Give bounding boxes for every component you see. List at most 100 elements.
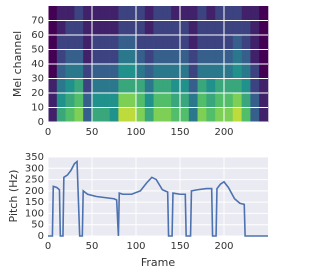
- heatmap-cell: [109, 107, 119, 123]
- heatmap-cell: [197, 93, 207, 108]
- heatmap-cell: [100, 107, 110, 123]
- heatmap-cell: [232, 107, 242, 123]
- x-tick-label: 150: [170, 241, 189, 252]
- heatmap-cell: [215, 49, 225, 65]
- heatmap-cell: [127, 49, 137, 65]
- heatmap-cell: [92, 93, 102, 108]
- heatmap-cell: [153, 107, 163, 123]
- plot-background: [48, 157, 268, 236]
- heatmap-cell: [118, 93, 128, 108]
- y-tick-label: 100: [25, 208, 44, 219]
- heatmap-cell: [118, 49, 128, 65]
- heatmap-cell: [259, 78, 269, 94]
- y-tick-label: 200: [25, 186, 44, 197]
- heatmap-cell: [171, 93, 181, 108]
- heatmap-cell: [118, 64, 128, 79]
- heatmap-cell: [144, 78, 154, 94]
- heatmap-cell: [215, 64, 225, 79]
- heatmap-cell: [136, 6, 146, 21]
- x-tick-label: 0: [45, 241, 51, 252]
- heatmap-cell: [65, 107, 75, 123]
- heatmap-cell: [56, 20, 66, 36]
- heatmap-cell: [118, 20, 128, 36]
- y-axis-label: Pitch (Hz): [7, 170, 20, 223]
- heatmap-cell: [48, 6, 58, 21]
- heatmap-cell: [118, 78, 128, 94]
- heatmap-cell: [206, 93, 216, 108]
- heatmap-cell: [232, 20, 242, 36]
- heatmap-cell: [188, 78, 198, 94]
- y-tick-label: 50: [31, 45, 44, 56]
- heatmap-cell: [197, 107, 207, 123]
- heatmap-cell: [241, 78, 251, 94]
- heatmap-cell: [83, 64, 93, 79]
- heatmap-cell: [171, 49, 181, 65]
- heatmap-cell: [144, 93, 154, 108]
- heatmap-cell: [197, 35, 207, 50]
- heatmap-cell: [162, 93, 172, 108]
- heatmap-cell: [171, 20, 181, 36]
- heatmap-cell: [232, 35, 242, 50]
- heatmap-cell: [188, 6, 198, 21]
- heatmap-cell: [74, 20, 84, 36]
- heatmap-cell: [241, 35, 251, 50]
- heatmap-cell: [259, 6, 269, 21]
- x-tick-label: 100: [126, 127, 145, 138]
- y-tick-label: 30: [31, 74, 44, 85]
- heatmap-cell: [118, 6, 128, 21]
- y-axis-label: Mel channel: [11, 31, 24, 97]
- heatmap-cell: [144, 64, 154, 79]
- heatmap-cell: [136, 78, 146, 94]
- heatmap-cell: [232, 93, 242, 108]
- heatmap-cell: [259, 20, 269, 36]
- heatmap-cell: [136, 35, 146, 50]
- heatmap-cell: [197, 49, 207, 65]
- heatmap-cell: [48, 93, 58, 108]
- heatmap-cell: [48, 107, 58, 123]
- heatmap-cell: [206, 64, 216, 79]
- heatmap-cell: [100, 35, 110, 50]
- heatmap-cell: [259, 93, 269, 108]
- x-axis-label: Frame: [141, 256, 176, 269]
- heatmap-cell: [250, 107, 260, 123]
- heatmap-cell: [162, 35, 172, 50]
- heatmap-cell: [100, 93, 110, 108]
- heatmap-cell: [197, 78, 207, 94]
- heatmap-cell: [56, 93, 66, 108]
- heatmap-cell: [250, 49, 260, 65]
- heatmap-cell: [100, 49, 110, 65]
- heatmap-cell: [48, 35, 58, 50]
- heatmap-cell: [144, 6, 154, 21]
- heatmap-cell: [65, 49, 75, 65]
- heatmap-cell: [83, 6, 93, 21]
- heatmap-cell: [206, 107, 216, 123]
- heatmap-cell: [224, 6, 234, 21]
- heatmap-cell: [171, 78, 181, 94]
- heatmap-cell: [206, 20, 216, 36]
- heatmap-cell: [136, 49, 146, 65]
- heatmap-cell: [100, 6, 110, 21]
- heatmap-cell: [48, 78, 58, 94]
- x-tick-label: 100: [126, 241, 145, 252]
- heatmap-cell: [180, 6, 190, 21]
- heatmap-cell: [162, 64, 172, 79]
- heatmap-cell: [65, 93, 75, 108]
- heatmap-cell: [83, 35, 93, 50]
- heatmap-cell: [92, 35, 102, 50]
- heatmap-cell: [215, 6, 225, 21]
- heatmap-cell: [65, 78, 75, 94]
- heatmap-cell: [250, 64, 260, 79]
- heatmap-cell: [136, 107, 146, 123]
- heatmap-cell: [83, 49, 93, 65]
- heatmap-cell: [171, 35, 181, 50]
- x-tick-label: 200: [214, 241, 233, 252]
- heatmap-cell: [180, 107, 190, 123]
- heatmap-cell: [74, 107, 84, 123]
- heatmap-cell: [83, 93, 93, 108]
- heatmap-cell: [109, 93, 119, 108]
- heatmap-cell: [74, 6, 84, 21]
- heatmap-cell: [188, 107, 198, 123]
- heatmap-cell: [197, 20, 207, 36]
- heatmap-cell: [56, 107, 66, 123]
- heatmap-cell: [144, 49, 154, 65]
